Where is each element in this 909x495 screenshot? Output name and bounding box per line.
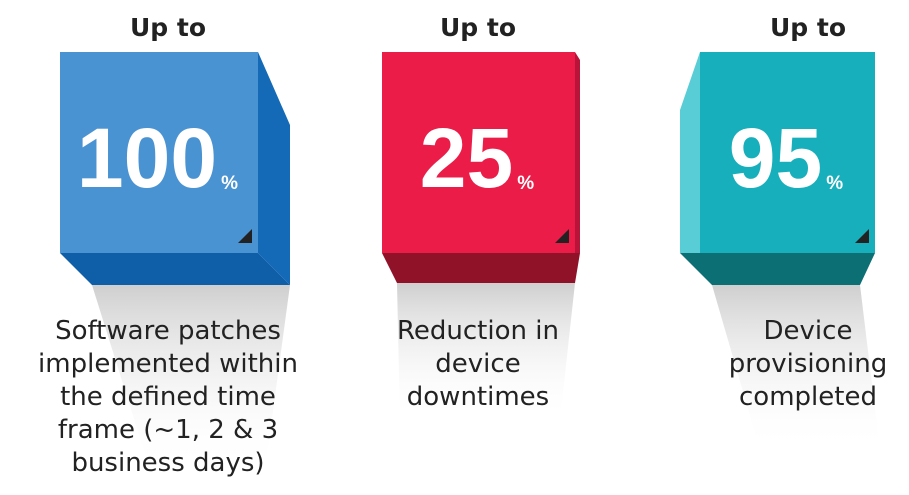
stat-unit: % [517,173,534,194]
prefix: Up to [130,13,206,42]
description: downtimes [407,382,549,412]
cube-face [60,253,290,285]
cube-face [258,52,290,285]
shadow [397,283,575,420]
cube-face [382,253,580,283]
prefix: Up to [440,13,516,42]
cube-front [382,52,575,253]
corner-mark [238,229,252,243]
stat-value: 25 [420,111,513,205]
corner-mark [855,229,869,243]
stat-unit: % [221,173,238,194]
shadow [712,285,880,450]
stat-value: 100 [77,111,217,205]
description: business days) [71,448,264,478]
description: device [435,349,520,379]
description: Reduction in [397,316,559,346]
description: the defined time [60,382,276,412]
cube-face [575,52,580,253]
description: Device [764,316,853,346]
description: completed [739,382,877,412]
shadow [92,285,290,470]
cube-front [700,52,875,253]
cube-face [680,253,875,285]
cube-front [60,52,258,253]
stat-unit: % [826,173,843,194]
description: Software patches [55,316,281,346]
stat-value: 95 [729,111,822,205]
description: implemented within [38,349,298,379]
description: provisioning [729,349,888,379]
corner-mark [555,229,569,243]
description: frame (~1, 2 & 3 [58,415,278,445]
prefix: Up to [770,13,846,42]
cube-face [680,52,700,253]
